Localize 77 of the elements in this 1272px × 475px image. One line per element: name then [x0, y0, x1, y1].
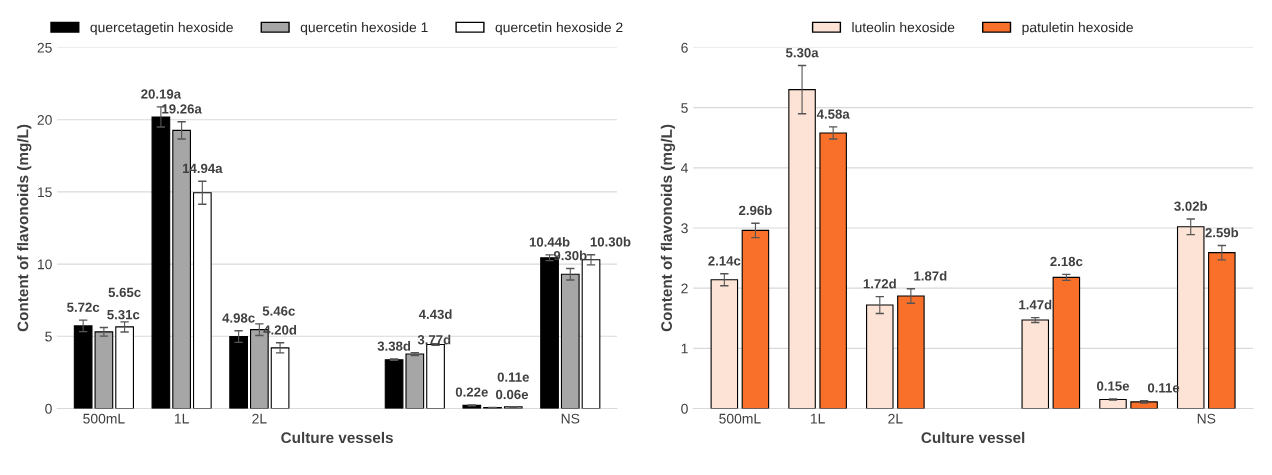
y-tick-label: 25 [37, 42, 52, 53]
y-tick-label: 3 [681, 223, 688, 234]
data-label: 0.22e [455, 387, 488, 397]
x-tick-label: 500mL [719, 413, 761, 424]
bar [1021, 319, 1050, 409]
bar [581, 259, 601, 409]
x-tick-label: 500mL [83, 413, 125, 424]
data-label: 19.26a [162, 104, 202, 114]
data-label: 2.18c [1050, 256, 1083, 267]
bar [426, 343, 445, 409]
data-label: 5.31c [107, 309, 140, 320]
data-label: 4.98c [222, 313, 255, 323]
legend-label: luteolin hexoside [852, 22, 955, 33]
data-label: 2.96b [739, 205, 772, 216]
y-axis-title: Content of flavonoids (mg/L) [660, 124, 676, 332]
data-label: 0.15e [1097, 381, 1130, 391]
data-label: 1.87d [914, 270, 947, 281]
y-tick-label: 10 [37, 259, 52, 270]
x-tick-label: NS [561, 413, 580, 424]
legend-label: quercetin hexoside 2 [495, 22, 623, 35]
data-label: 0.06e [496, 389, 529, 400]
data-label: 3.77d [417, 334, 451, 345]
y-tick-label: 2 [681, 283, 688, 294]
bar [1208, 252, 1236, 409]
legend-label: quercetin hexoside 1 [300, 22, 428, 35]
data-label: 10.44b [529, 237, 570, 247]
bar [1052, 276, 1081, 409]
data-label: 4.43d [418, 309, 452, 319]
y-tick-label: 15 [37, 187, 52, 198]
y-tick-label: 5 [681, 103, 688, 113]
bar [270, 347, 290, 409]
y-axis-title: Content of flavonoids (mg/L) [17, 124, 32, 332]
data-label: 2.14c [708, 256, 741, 266]
data-label: 10.30b [590, 236, 631, 247]
legend-label: quercetagetin hexoside [90, 22, 233, 35]
y-tick-label: 4 [680, 163, 688, 173]
data-label: 1.72d [863, 278, 896, 289]
bar [866, 304, 894, 409]
bar [115, 326, 134, 409]
bar [192, 192, 212, 409]
y-tick-label: 1 [681, 343, 688, 354]
data-label: 5.72c [67, 302, 100, 312]
legend-label: patuletin hexoside [1022, 22, 1133, 35]
bar [229, 336, 248, 409]
data-label: 2.59b [1205, 227, 1239, 238]
data-label: 4.20d [263, 324, 297, 335]
bar [710, 279, 739, 409]
y-tick-label: 6 [681, 42, 688, 53]
bar [741, 229, 770, 409]
x-axis-title: Culture vessel [921, 431, 1025, 444]
data-label: 5.30a [785, 48, 819, 58]
data-label: 4.58a [816, 109, 850, 119]
x-tick-label: 2L [252, 413, 267, 424]
x-tick-label: 1L [174, 413, 189, 424]
x-tick-label: NS [1197, 413, 1216, 424]
bar [788, 89, 816, 409]
y-tick-label: 0 [681, 403, 688, 414]
y-tick-label: 20 [37, 115, 52, 125]
x-tick-label: 1L [810, 413, 825, 424]
bar [560, 273, 580, 409]
data-label: 1.47d [1019, 299, 1052, 310]
x-axis-title: Culture vessels [281, 431, 393, 444]
bar [151, 116, 171, 409]
bar [1099, 398, 1127, 409]
bar [819, 132, 847, 409]
data-label: 5.46c [262, 306, 295, 316]
data-label: 5.65c [108, 287, 141, 298]
bar [1130, 401, 1158, 409]
data-label: 3.02b [1174, 201, 1208, 211]
data-label: 9.30b [553, 250, 587, 261]
data-label: 20.19a [141, 89, 182, 99]
y-tick-label: 0 [45, 403, 52, 414]
data-label: 0.11e [497, 372, 529, 382]
data-label: 3.38d [377, 341, 411, 351]
x-tick-label: 2L [888, 413, 903, 424]
y-tick-label: 5 [45, 331, 52, 342]
bar [897, 295, 925, 409]
